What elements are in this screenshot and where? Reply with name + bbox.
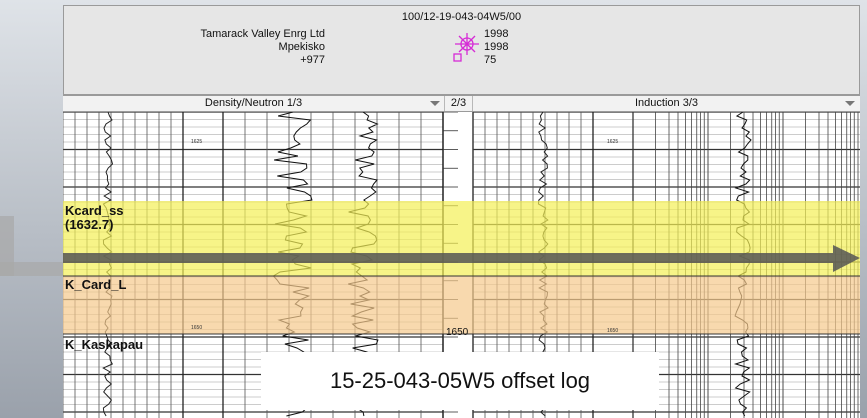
depth-label-right-top: 1625 bbox=[607, 139, 619, 145]
depth-label-left-bottom: 1650 bbox=[191, 325, 203, 331]
chevron-down-icon[interactable] bbox=[845, 101, 855, 106]
offset-log-caption: 15-25-043-05W5 offset log bbox=[261, 352, 659, 410]
tab-track-2-label: 2/3 bbox=[450, 97, 467, 109]
operator-name: Tamarack Valley Enrg Ltd bbox=[200, 28, 325, 40]
well-symbol-icon bbox=[453, 33, 479, 63]
elevation: +977 bbox=[300, 54, 325, 66]
tab-density-neutron-label: Density/Neutron 1/3 bbox=[204, 97, 303, 109]
formation-label-k-card-l: K_Card_L bbox=[65, 277, 127, 292]
field-name: Mpekisko bbox=[278, 41, 325, 53]
well-header: 100/12-19-043-04W5/00 Tamarack Valley En… bbox=[63, 5, 860, 95]
formation-label-kcard-ss: Kcard_ss (1632.7) bbox=[65, 204, 124, 232]
kcard-ss-depth: (1632.7) bbox=[65, 217, 114, 232]
depth-label-right-bottom: 1650 bbox=[607, 328, 619, 334]
depth-label-mid-bottom: 1650 bbox=[446, 327, 469, 338]
tab-induction-label: Induction 3/3 bbox=[635, 97, 698, 109]
tab-induction[interactable]: Induction 3/3 bbox=[473, 96, 860, 111]
year-3: 75 bbox=[484, 54, 497, 66]
tab-density-neutron[interactable]: Density/Neutron 1/3 bbox=[63, 96, 445, 111]
year-2: 1998 bbox=[484, 41, 509, 53]
chevron-down-icon[interactable] bbox=[430, 101, 440, 106]
depth-label-left-top: 1625 bbox=[191, 139, 203, 145]
track-header-bar: Density/Neutron 1/3 2/3 Induction 3/3 bbox=[63, 95, 860, 112]
year-1: 1998 bbox=[484, 28, 509, 40]
band-k-card-l bbox=[63, 276, 860, 334]
well-id: 100/12-19-043-04W5/00 bbox=[401, 11, 522, 23]
operator-block: Tamarack Valley Enrg Ltd Mpekisko +977 bbox=[200, 28, 325, 67]
arrow-right-icon bbox=[833, 245, 860, 272]
year-block: 1998 1998 75 bbox=[484, 28, 508, 67]
decorative-l-shape bbox=[0, 210, 70, 280]
arrow-shaft bbox=[63, 253, 833, 263]
formation-label-k-kaskapau: K_Kaskapau bbox=[65, 337, 144, 352]
band-kcard-ss bbox=[63, 201, 860, 276]
kcard-ss-name: Kcard_ss bbox=[65, 203, 124, 218]
overlay-lines bbox=[63, 245, 860, 335]
tab-track-2[interactable]: 2/3 bbox=[445, 96, 473, 111]
